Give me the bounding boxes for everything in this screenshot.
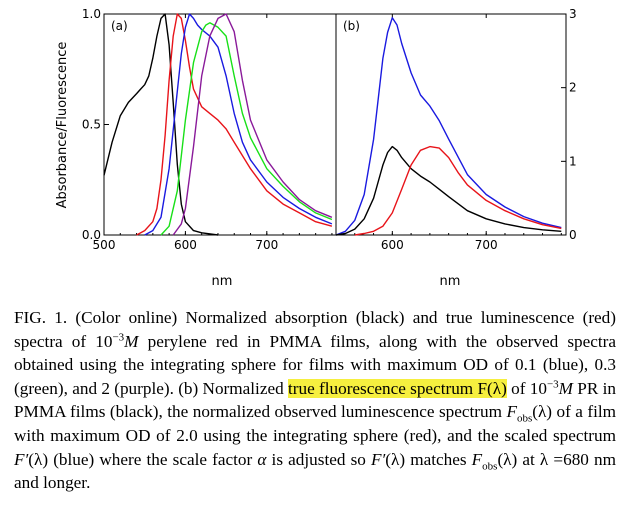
panel-a: (a) 500 600 700 0.0 0.5 1.0 nm: [82, 7, 337, 289]
panel-a-series: [103, 13, 333, 236]
panel-b-label: (b): [343, 19, 360, 33]
y-tick-label: 1.0: [82, 7, 101, 21]
highlighted-text: true fluorescence spectrum F(λ): [287, 378, 507, 398]
x-tick-label: 500: [93, 238, 116, 252]
figure: Absorbance/Fluorescence (a) 500 600 700 0.0…: [55, 7, 577, 289]
panel-a-series-line-1: [103, 13, 219, 236]
x-tick-label: 700: [475, 238, 498, 252]
x-tick-label: 600: [381, 238, 404, 252]
panel-a-series-line-4: [160, 22, 333, 236]
y-tick-label: 3: [569, 7, 577, 21]
panel-b-x-axis-label: nm: [440, 274, 461, 289]
figure-caption: FIG. 1. (Color online) Normalized absorp…: [14, 308, 616, 493]
panel-b-frame: [335, 13, 567, 236]
panel-a-ticks: 500 600 700 0.0 0.5 1.0: [82, 7, 333, 252]
panel-b-series-line-1: [335, 17, 562, 236]
panel-a-label: (a): [111, 19, 128, 33]
y-tick-label: 1: [569, 154, 577, 168]
panel-a-frame: [103, 13, 337, 236]
x-tick-label: 700: [255, 238, 278, 252]
panel-b-series: [335, 17, 562, 236]
panel-b-series-line-2: [335, 145, 562, 236]
panel-a-series-line-3: [144, 13, 333, 236]
y-tick-label: 2: [569, 81, 577, 95]
y-axis-label: Absorbance/Fluorescence: [55, 42, 70, 209]
y-tick-label: 0: [569, 228, 577, 242]
panel-a-series-line-5: [172, 13, 333, 236]
x-tick-label: 600: [174, 238, 197, 252]
panel-b-series-line-3: [354, 145, 562, 236]
panel-b-ticks: 600 700 0 1 2 3: [335, 7, 577, 252]
panel-b: (b) 600 700 0 1 2 3 nm: [335, 7, 577, 289]
y-tick-label: 0.0: [82, 228, 101, 242]
y-tick-label: 0.5: [82, 118, 101, 132]
panel-a-x-axis-label: nm: [212, 274, 233, 289]
